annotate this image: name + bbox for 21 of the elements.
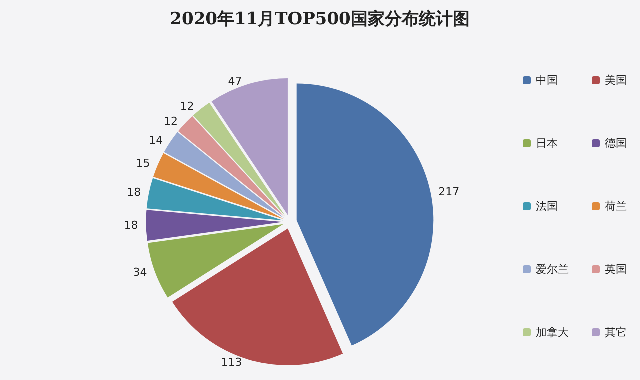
legend-label: 法国 <box>536 200 558 213</box>
data-label: 217 <box>438 185 460 198</box>
data-label: 14 <box>149 134 164 147</box>
legend-label: 其它 <box>605 326 627 339</box>
data-label: 34 <box>133 266 148 280</box>
data-label: 18 <box>127 186 142 200</box>
data-label: 113 <box>221 356 242 369</box>
data-label: 12 <box>164 115 178 128</box>
legend-label: 爱尔兰 <box>536 263 569 276</box>
data-label: 12 <box>180 100 194 114</box>
legend-label: 加拿大 <box>536 326 569 339</box>
data-label: 18 <box>124 219 138 232</box>
legend-label: 美国 <box>605 74 627 87</box>
data-label: 15 <box>136 157 150 170</box>
legend-label: 荷兰 <box>605 200 627 213</box>
legend-label: 日本 <box>536 137 558 150</box>
chart-title: 2020年11月TOP500国家分布统计图 <box>170 10 470 30</box>
legend-label: 中国 <box>536 74 558 87</box>
legend-label: 德国 <box>605 137 627 150</box>
legend-label: 英国 <box>605 263 627 276</box>
data-label: 47 <box>228 75 242 88</box>
